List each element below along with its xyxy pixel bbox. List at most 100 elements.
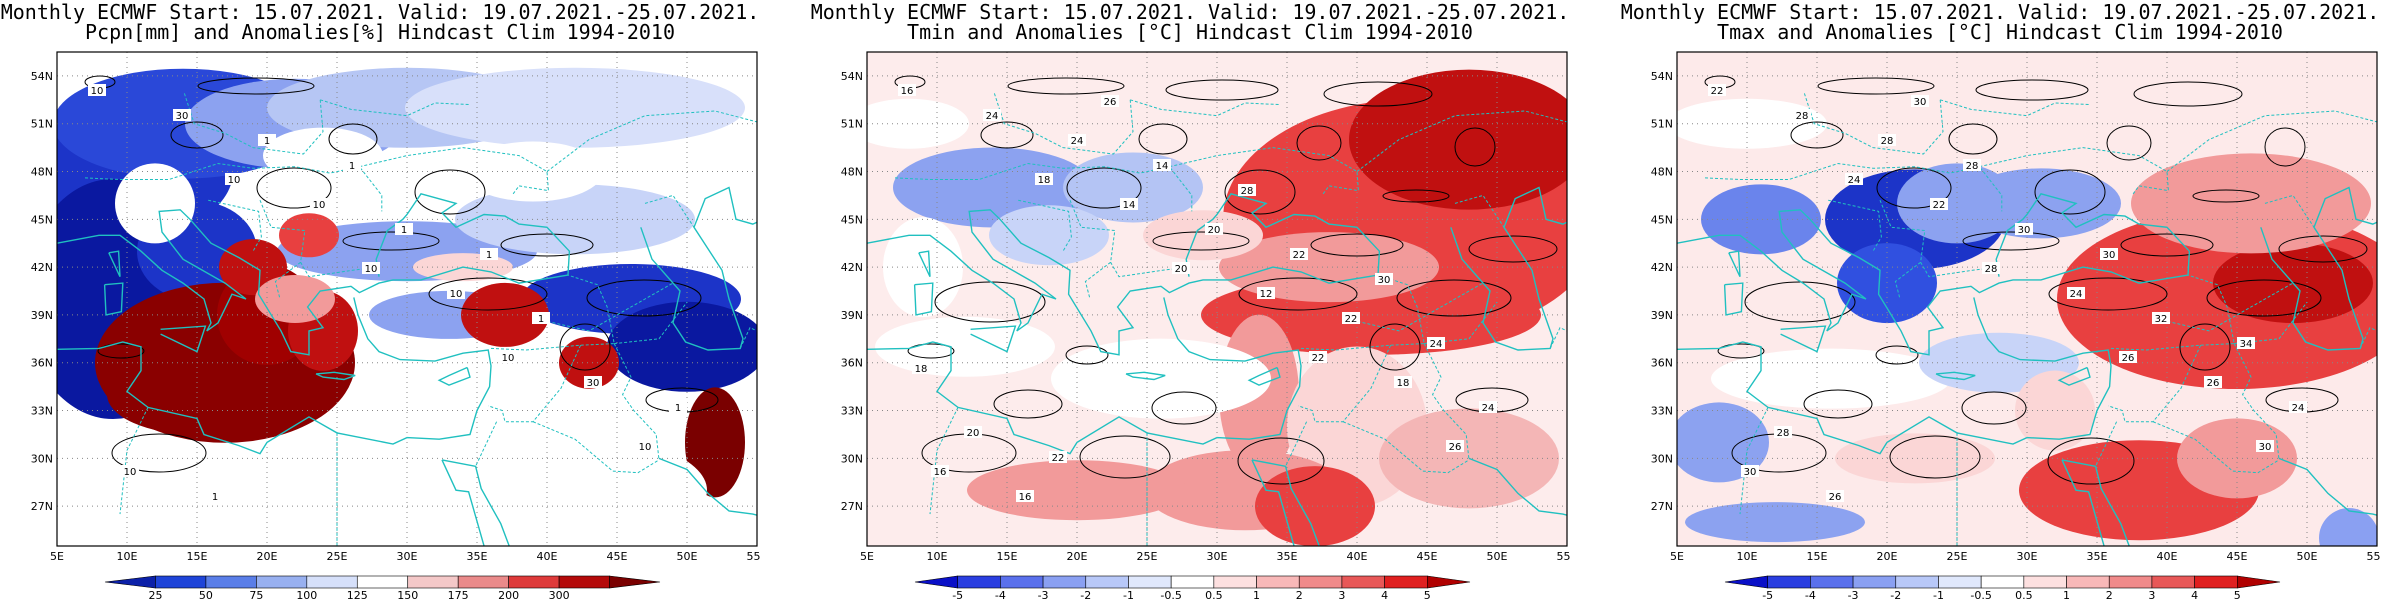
colorbar-label: 0.5 bbox=[1205, 589, 1223, 600]
contour-label: 1 bbox=[675, 403, 681, 414]
field-blob bbox=[1379, 408, 1559, 509]
colorbar-segment bbox=[306, 575, 358, 589]
lon-tick-label: 30E bbox=[1207, 550, 1228, 563]
contour-label: 28 bbox=[1241, 186, 1254, 197]
lat-tick-label: 39N bbox=[31, 309, 53, 322]
contour-label-bg bbox=[1172, 262, 1190, 274]
lat-tick-label: 45N bbox=[841, 213, 863, 226]
contour-label-bg bbox=[310, 198, 328, 210]
lat-tick-label: 27N bbox=[841, 500, 863, 513]
isoline bbox=[1962, 231, 2060, 251]
field-blob bbox=[387, 430, 707, 546]
contour-label-bg bbox=[2204, 376, 2222, 388]
isoline bbox=[1238, 277, 1358, 311]
colorbar-label: -0.5 bbox=[1970, 589, 1991, 600]
lon-tick-label: 35E bbox=[467, 550, 488, 563]
colorbar-label: -1 bbox=[1123, 589, 1134, 600]
lat-tick-label: 27N bbox=[1651, 500, 1673, 513]
colorbar-label: -4 bbox=[1805, 589, 1816, 600]
isoline bbox=[256, 167, 332, 209]
colorbar-segment bbox=[1170, 575, 1215, 589]
coastline bbox=[2260, 186, 2377, 351]
contour-label-bg bbox=[121, 465, 139, 477]
contour-label-bg bbox=[1427, 337, 1445, 349]
contour-label: 26 bbox=[1449, 442, 1462, 453]
country-border bbox=[274, 261, 301, 298]
colorbar-segment bbox=[1341, 575, 1385, 589]
isoline bbox=[1396, 279, 1512, 317]
colorbar-label: -3 bbox=[1848, 589, 1859, 600]
contour-label: 10 bbox=[313, 200, 326, 211]
isoline bbox=[2120, 233, 2214, 257]
panel-precipitation: Monthly ECMWF Start: 15.07.2021. Valid: … bbox=[0, 0, 760, 600]
panel-title-line1: Monthly ECMWF Start: 15.07.2021. Valid: … bbox=[0, 0, 760, 24]
country-border bbox=[613, 343, 660, 460]
lat-tick-label: 54N bbox=[1651, 70, 1673, 83]
colorbar-segment bbox=[1938, 575, 1982, 589]
isoline bbox=[907, 343, 955, 359]
contour-label: 18 bbox=[1397, 378, 1410, 389]
lon-tick-label: 5E bbox=[1670, 550, 1684, 563]
country-border bbox=[1940, 99, 2091, 117]
contour-label: 24 bbox=[1848, 175, 1861, 186]
coastline bbox=[658, 457, 757, 516]
field-blob bbox=[255, 275, 335, 323]
field-blob bbox=[1961, 168, 2121, 239]
panel-tmax: Monthly ECMWF Start: 15.07.2021. Valid: … bbox=[1620, 0, 2380, 600]
colorbar: -5 -4 -3 -2 -1 -0.5 0.5 1 2 3 4 5 bbox=[1724, 575, 2281, 600]
colorbar-label: -4 bbox=[995, 589, 1006, 600]
contour-label: 30 bbox=[587, 378, 600, 389]
field-blob bbox=[1677, 98, 1827, 149]
contour-label-bg bbox=[1479, 401, 1497, 413]
lon-tick-label: 20E bbox=[257, 550, 278, 563]
colorbar-segment bbox=[1810, 575, 1854, 589]
contour-label-bg bbox=[584, 376, 602, 388]
contour-label-bg bbox=[1120, 198, 1138, 210]
isoline bbox=[2179, 323, 2231, 371]
colorbar-label: 150 bbox=[397, 589, 418, 600]
contour-label: 26 bbox=[2122, 353, 2135, 364]
colorbar-label: -5 bbox=[952, 589, 963, 600]
isoline bbox=[1079, 435, 1171, 479]
colorbar-segment bbox=[104, 575, 156, 589]
colorbar-label: 300 bbox=[549, 589, 570, 600]
colorbar-label: 1 bbox=[2063, 589, 2070, 600]
contour-label: 1 bbox=[212, 492, 218, 503]
country-border bbox=[1285, 421, 1308, 467]
coastline bbox=[1468, 457, 1567, 516]
lon-tick-label: 25E bbox=[1137, 550, 1158, 563]
isoline bbox=[197, 77, 315, 95]
isoline bbox=[2034, 169, 2106, 215]
colorbar-label: 5 bbox=[1424, 589, 1431, 600]
isoline bbox=[1151, 391, 1217, 425]
lon-tick-label: 20E bbox=[1877, 550, 1898, 563]
lon-tick-label: 40E bbox=[2157, 550, 2178, 563]
contour-label-bg bbox=[362, 262, 380, 274]
field-blob bbox=[59, 444, 139, 505]
contour-label-bg bbox=[258, 134, 276, 146]
map-tmin: 1618202226241412181624202224161422242026… bbox=[841, 51, 1570, 600]
lat-tick-label: 45N bbox=[31, 213, 53, 226]
country-border bbox=[208, 199, 262, 252]
contour-label-bg bbox=[1394, 376, 1412, 388]
contour-label-bg bbox=[225, 173, 243, 185]
colorbar-segment bbox=[457, 575, 509, 589]
lat-tick-label: 48N bbox=[841, 166, 863, 179]
country-border bbox=[1894, 261, 1921, 298]
contour-label-bg bbox=[1708, 84, 1726, 96]
lon-tick-label: 45E bbox=[2227, 550, 2248, 563]
contour-label: 10 bbox=[502, 353, 515, 364]
lat-tick-label: 33N bbox=[841, 405, 863, 418]
contour-label: 1 bbox=[401, 225, 407, 236]
colorbar-label: -3 bbox=[1038, 589, 1049, 600]
contour-label: 28 bbox=[1881, 136, 1894, 147]
colorbar-label: 25 bbox=[148, 589, 162, 600]
coastline bbox=[1450, 186, 1567, 351]
contour-label: 24 bbox=[2292, 403, 2305, 414]
country-border bbox=[1084, 261, 1111, 298]
contour-label-bg bbox=[2237, 337, 2255, 349]
map-field: 16 18 20 22 26 24 14 12 18 16 24 20 22 24 16 14 22 24 20 26… bbox=[867, 52, 1567, 546]
lon-tick-label: 50E bbox=[677, 550, 698, 563]
colorbar-label: 50 bbox=[199, 589, 213, 600]
colorbar-segment bbox=[1256, 575, 1300, 589]
